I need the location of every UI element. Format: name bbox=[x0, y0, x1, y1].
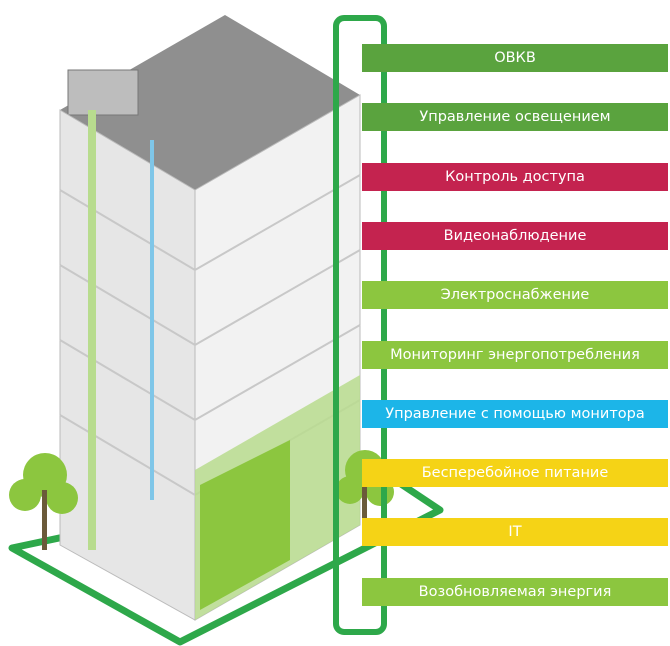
feature-label: Контроль доступа bbox=[362, 163, 668, 191]
building-illustration bbox=[0, 0, 670, 646]
feature-label: Возобновляемая энергия bbox=[362, 578, 668, 606]
feature-label: Управление с помощью монитора bbox=[362, 400, 668, 428]
feature-label: Электроснабжение bbox=[362, 281, 668, 309]
feature-label: Мониторинг энергопотребления bbox=[362, 341, 668, 369]
roof-unit bbox=[68, 70, 138, 115]
duct bbox=[88, 110, 96, 550]
feature-label: Управление освещением bbox=[362, 103, 668, 131]
page: ОВКВ Управление освещением Контроль доступ… bbox=[0, 0, 670, 646]
pipe bbox=[150, 140, 154, 500]
feature-label: IT bbox=[362, 518, 668, 546]
feature-label: Бесперебойное питание bbox=[362, 459, 668, 487]
feature-label: ОВКВ bbox=[362, 44, 668, 72]
feature-label: Видеонаблюдение bbox=[362, 222, 668, 250]
left-face bbox=[60, 110, 195, 620]
